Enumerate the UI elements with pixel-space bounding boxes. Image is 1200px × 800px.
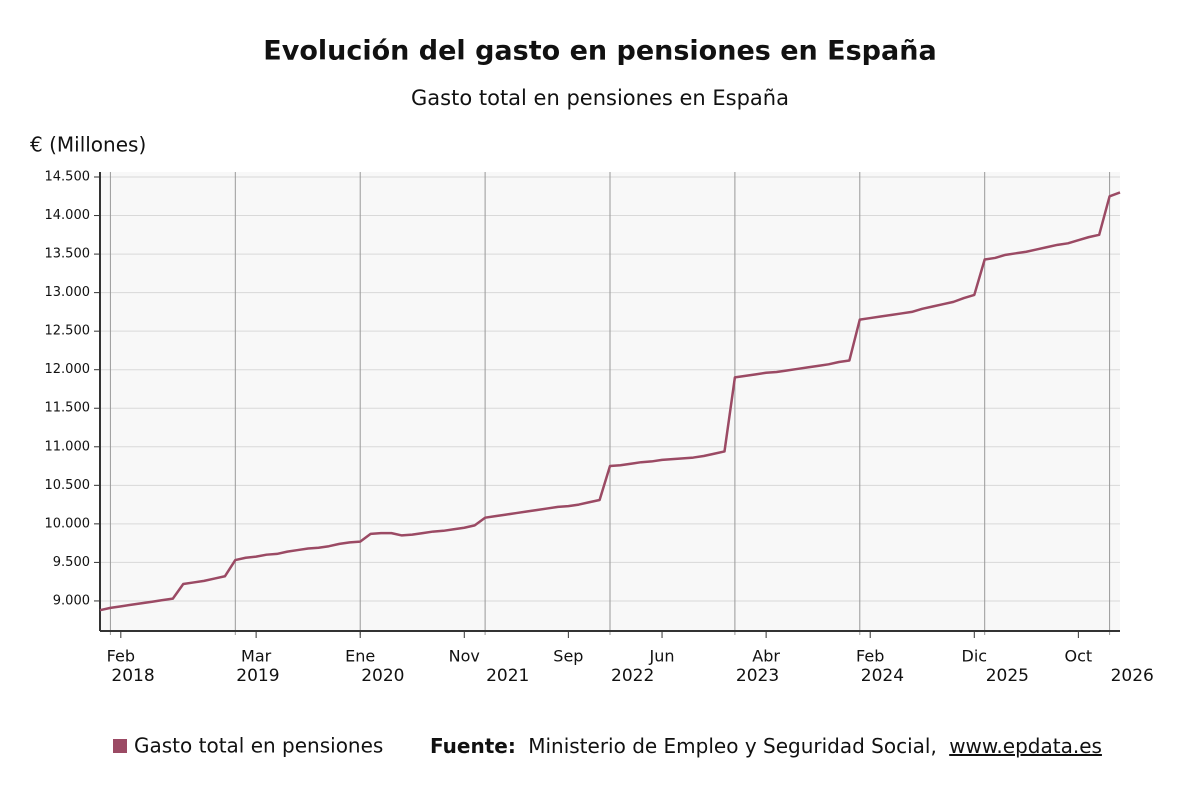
chart-subtitle: Gasto total en pensiones en España [411, 86, 789, 110]
source-label: Fuente: [430, 734, 516, 758]
year-label: 2024 [861, 666, 904, 686]
y-tick-label: 10.000 [45, 516, 91, 531]
year-label: 2018 [111, 666, 154, 686]
year-label: 2022 [611, 666, 654, 686]
year-label: 2021 [486, 666, 529, 686]
x-tick-label: Ene [345, 647, 375, 666]
y-tick-label: 13.500 [45, 247, 91, 262]
y-tick-label: 11.000 [45, 439, 91, 454]
source-text: Ministerio de Empleo y Seguridad Social, [528, 734, 937, 758]
x-tick-label: Oct [1065, 647, 1093, 666]
y-tick-label: 11.500 [45, 401, 91, 416]
y-tick-label: 14.000 [45, 208, 91, 223]
x-tick-label: Nov [449, 647, 480, 666]
x-tick-label: Sep [553, 647, 583, 666]
y-tick-label: 14.500 [45, 170, 91, 185]
series-line [99, 191, 1121, 612]
y-tick-label: 13.000 [45, 285, 91, 300]
legend-swatch [113, 739, 127, 753]
x-tick-label: Feb [856, 647, 884, 666]
x-tick-label: Feb [107, 647, 135, 666]
y-tick-label: 9.000 [53, 593, 90, 608]
y-tick-label: 12.000 [45, 362, 91, 377]
chart-title: Evolución del gasto en pensiones en Espa… [263, 36, 936, 67]
x-tick-label: Jun [649, 647, 675, 666]
year-label: 2020 [361, 666, 404, 686]
y-tick-label: 10.500 [45, 478, 91, 493]
source: Fuente: Ministerio de Empleo y Seguridad… [430, 734, 1102, 758]
year-label: 2019 [236, 666, 279, 686]
x-tick-label: Mar [241, 647, 272, 666]
source-link[interactable]: www.epdata.es [949, 734, 1102, 758]
year-label: 2023 [736, 666, 779, 686]
y-tick-label: 9.500 [53, 555, 90, 570]
legend-label: Gasto total en pensiones [134, 734, 383, 758]
x-tick-label: Dic [962, 647, 988, 666]
y-tick-label: 12.500 [45, 324, 91, 339]
y-axis-label: € (Millones) [30, 133, 146, 157]
x-tick-label: Abr [752, 647, 780, 666]
year-label: 2025 [986, 666, 1029, 686]
year-label: 2026 [1111, 666, 1154, 686]
